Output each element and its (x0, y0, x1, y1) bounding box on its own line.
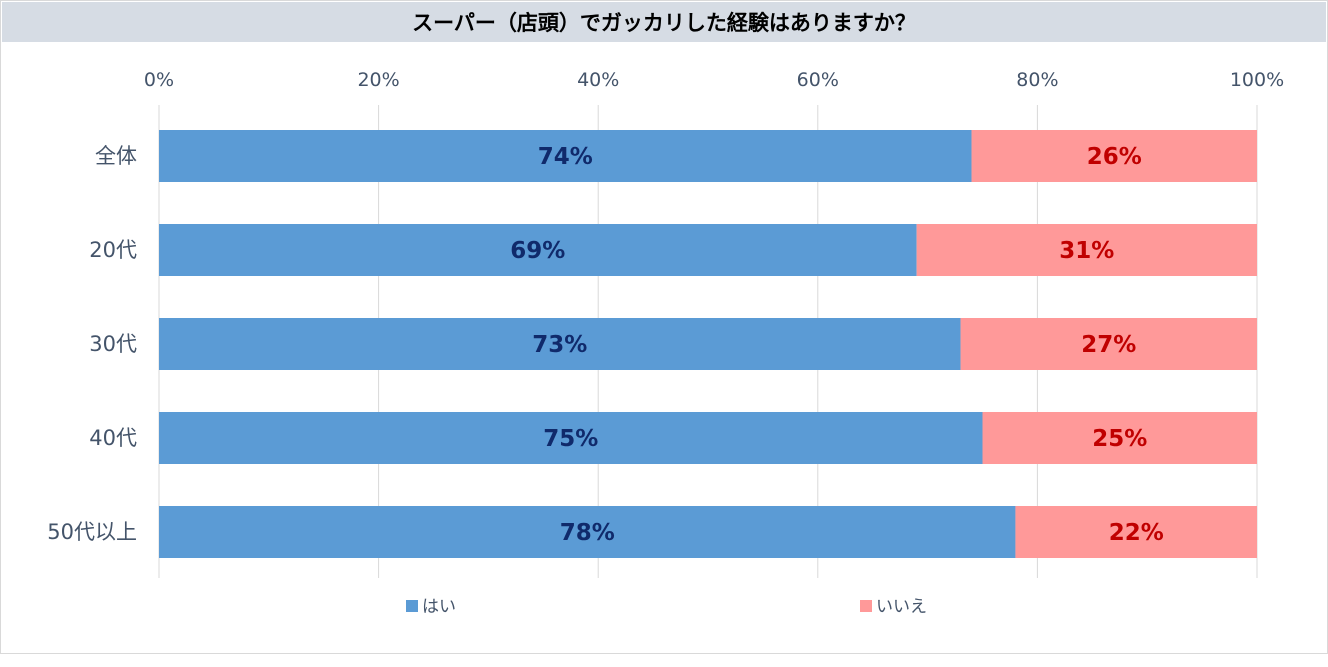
data-label: 22% (1109, 520, 1164, 546)
data-label: 26% (1087, 144, 1142, 170)
bar-segment (159, 318, 961, 370)
chart-title: スーパー（店頭）でガッカリした経験はありますか？ (412, 11, 916, 35)
bar-segment (159, 506, 1016, 558)
x-tick-label: 0% (144, 69, 174, 91)
legend-label: いいえ (876, 597, 927, 617)
legend-label: はい (422, 597, 456, 617)
category-label: 40代 (89, 426, 137, 450)
bar-segment (159, 130, 972, 182)
data-label: 31% (1059, 238, 1114, 264)
bar-segment (1015, 506, 1257, 558)
x-tick-label: 60% (797, 69, 839, 91)
data-label: 74% (538, 144, 593, 170)
category-label: 50代以上 (47, 520, 137, 544)
data-label: 78% (560, 520, 615, 546)
legend-swatch (406, 600, 418, 612)
data-label: 69% (510, 238, 565, 264)
bar-segment (916, 224, 1257, 276)
data-label: 25% (1092, 426, 1147, 452)
category-label: 全体 (95, 144, 137, 168)
x-tick-label: 80% (1016, 69, 1058, 91)
data-label: 73% (532, 332, 587, 358)
bar-segment (159, 412, 983, 464)
category-label: 30代 (89, 332, 137, 356)
bar-segment (971, 130, 1257, 182)
chart-title-bar: スーパー（店頭）でガッカリした経験はありますか？ (2, 2, 1326, 42)
data-label: 27% (1081, 332, 1136, 358)
bar-segment (960, 318, 1257, 370)
category-label: 20代 (89, 238, 137, 262)
data-label: 75% (543, 426, 598, 452)
x-tick-label: 20% (357, 69, 399, 91)
bar-segment (982, 412, 1257, 464)
x-tick-label: 40% (577, 69, 619, 91)
x-tick-label: 100% (1230, 69, 1284, 91)
bar-segment (159, 224, 917, 276)
legend-swatch (860, 600, 872, 612)
